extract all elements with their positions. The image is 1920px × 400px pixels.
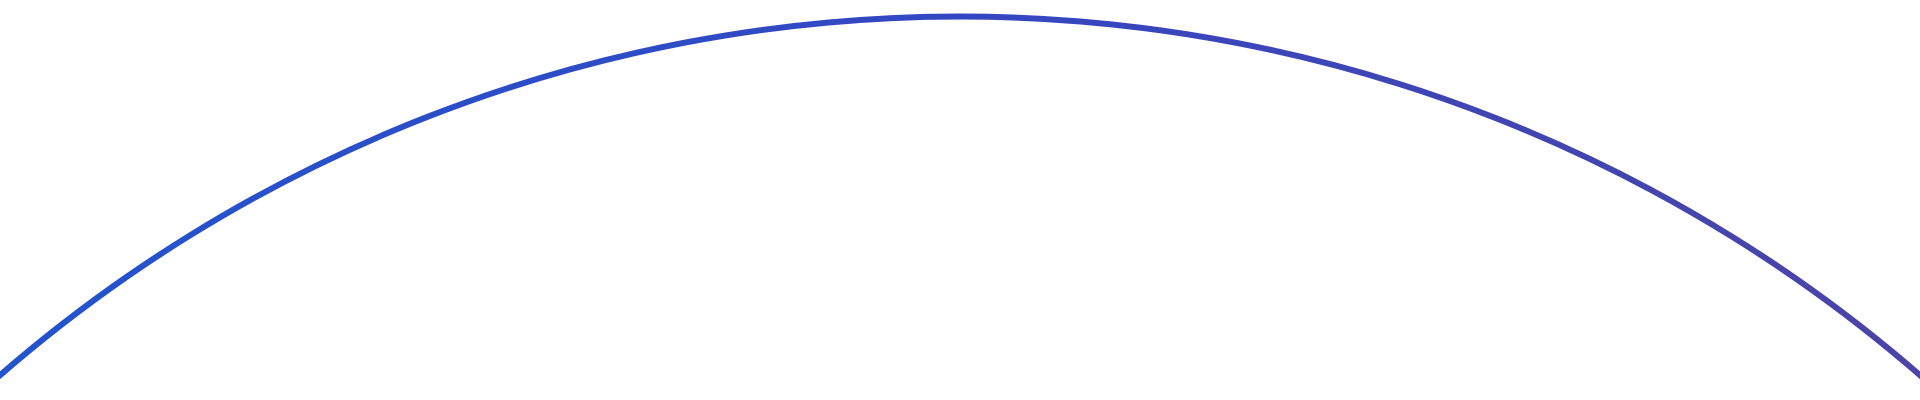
arc-line (0, 13, 1920, 380)
